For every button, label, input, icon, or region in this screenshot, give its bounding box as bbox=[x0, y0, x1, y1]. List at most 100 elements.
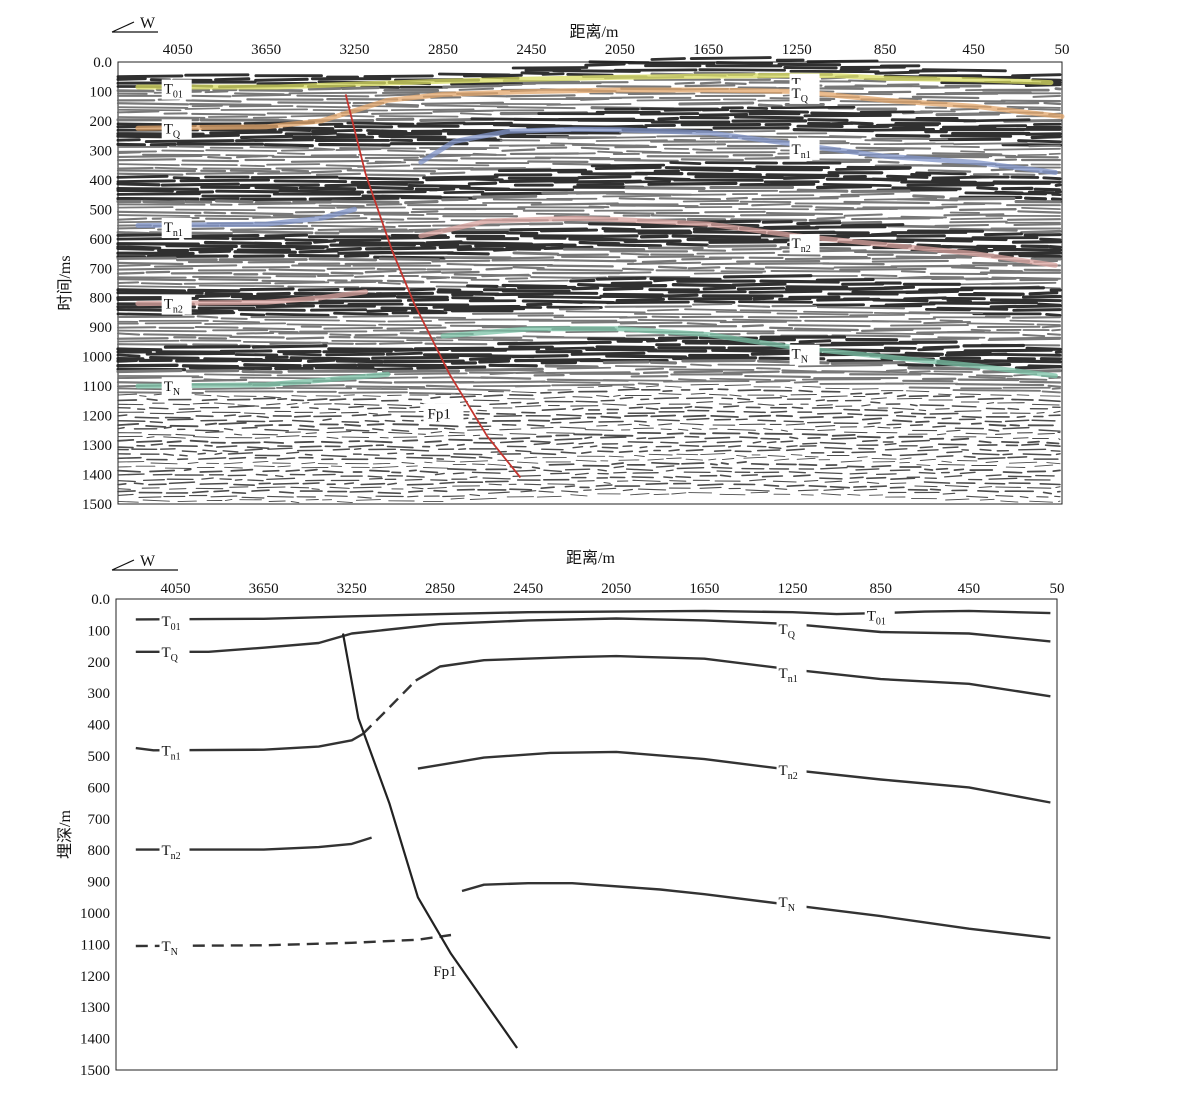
horizon-TQ bbox=[135, 617, 1051, 653]
y-tick-label: 1200 bbox=[80, 969, 110, 985]
y-tick-label: 100 bbox=[90, 84, 113, 100]
horizon-label-TN: TN bbox=[162, 939, 178, 958]
horizon-label-bg bbox=[776, 893, 807, 914]
horizon-Tn1 bbox=[415, 654, 1051, 698]
plot-frame bbox=[115, 598, 1058, 1071]
y-tick-label: 900 bbox=[88, 875, 111, 891]
y-tick-label: 1500 bbox=[80, 1063, 110, 1079]
horizon-label-bg bbox=[864, 606, 895, 627]
horizon-label-bg bbox=[789, 139, 820, 160]
fault-label-bg bbox=[423, 403, 464, 424]
y-tick-label: 900 bbox=[90, 320, 113, 336]
horizon-label-bg bbox=[159, 841, 190, 862]
y-tick-label: 1400 bbox=[80, 1032, 110, 1048]
horizon-label-TN: TN bbox=[792, 347, 808, 366]
horizon-label-Tn1: Tn1 bbox=[779, 666, 798, 685]
y-tick-label: 1400 bbox=[82, 468, 112, 484]
y-tick-label: 200 bbox=[88, 655, 111, 671]
x-tick-label: 3250 bbox=[337, 581, 367, 597]
y-tick-label: 1300 bbox=[80, 1000, 110, 1016]
seismic-section-panel: W 距离/m 4050 3650 3250 2850 2450 2050 1650 1250 850… bbox=[56, 15, 1070, 513]
x-tick-label: 1650 bbox=[689, 581, 719, 597]
x-tick-label: 1650 bbox=[693, 42, 723, 58]
horizon-label-T01: T01 bbox=[164, 82, 183, 101]
y-tick-label: 700 bbox=[90, 261, 113, 277]
y-tick-label: 1500 bbox=[82, 497, 112, 513]
x-tick-label: 50 bbox=[1055, 42, 1070, 58]
horizon-Tn1 bbox=[135, 206, 358, 228]
y-tick-label: 1300 bbox=[82, 438, 112, 454]
y-tick-label: 500 bbox=[88, 749, 111, 765]
y-tick-label: 500 bbox=[90, 202, 113, 218]
x-tick-label: 2050 bbox=[605, 42, 635, 58]
horizon-TQ bbox=[135, 87, 1065, 131]
x-tick-label: 850 bbox=[874, 42, 897, 58]
horizon-label-bg bbox=[776, 619, 807, 640]
y-tick-label: 800 bbox=[88, 843, 111, 859]
horizon-TN bbox=[461, 882, 1051, 940]
fault-label: Fp1 bbox=[433, 964, 456, 980]
x-tick-label: 1250 bbox=[782, 42, 812, 58]
y-tick-label: 1000 bbox=[82, 350, 112, 366]
x-tick-label: 50 bbox=[1050, 581, 1065, 597]
horizon-label-TQ: TQ bbox=[162, 645, 179, 664]
y-tick-label: 0.0 bbox=[93, 55, 112, 71]
x-tick-label: 450 bbox=[962, 42, 985, 58]
horizon-Tn1 bbox=[418, 126, 1058, 175]
horizon-label-bg bbox=[159, 611, 190, 632]
y-tick-label: 300 bbox=[88, 686, 111, 702]
y-tick-label: 200 bbox=[90, 114, 113, 130]
horizon-label-bg bbox=[789, 83, 820, 104]
horizon-label-bg bbox=[161, 294, 192, 315]
seismic-texture bbox=[116, 56, 1062, 504]
horizon-T01 bbox=[135, 72, 1054, 90]
horizon-label-Tn2: Tn2 bbox=[164, 297, 183, 316]
y-tick-label: 400 bbox=[88, 718, 111, 734]
y-axis-label: 埋深/m bbox=[56, 810, 74, 859]
horizon-label-TN: TN bbox=[164, 379, 180, 398]
horizon-label-Tn1: Tn1 bbox=[162, 743, 181, 762]
direction-label: W bbox=[140, 553, 156, 570]
x-tick-label: 2450 bbox=[513, 581, 543, 597]
x-tick-label: 450 bbox=[958, 581, 981, 597]
x-tick-label: 2050 bbox=[601, 581, 631, 597]
horizon-label-TQ: TQ bbox=[779, 622, 796, 641]
x-axis-label: 距离/m bbox=[566, 549, 615, 567]
x-tick-label: 1250 bbox=[778, 581, 808, 597]
x-tick-label: 2850 bbox=[425, 581, 455, 597]
horizon-Tn1 bbox=[135, 732, 364, 752]
y-tick-label: 400 bbox=[90, 173, 113, 189]
horizon-TN bbox=[135, 371, 391, 389]
y-tick-label: 600 bbox=[88, 780, 111, 796]
y-tick-label: 600 bbox=[90, 232, 113, 248]
horizon-label-bg bbox=[789, 344, 820, 365]
horizon-Tn2 bbox=[135, 289, 369, 307]
y-axis-label: 时间/ms bbox=[56, 255, 74, 310]
x-tick-label: 3250 bbox=[340, 42, 370, 58]
horizon-label-Tn1: Tn1 bbox=[164, 220, 183, 239]
geologic-section-panel: W 距离/m 4050 3650 3250 2850 2450 2050 1650 1250 850… bbox=[56, 549, 1065, 1079]
x-tick-label: 4050 bbox=[161, 581, 191, 597]
horizon-label-bg bbox=[776, 663, 807, 684]
y-tick-label: 1100 bbox=[81, 937, 110, 953]
direction-label: W bbox=[140, 15, 156, 32]
horizon-label-Tn2: Tn2 bbox=[779, 763, 798, 782]
horizon-label-TQ: TQ bbox=[792, 86, 809, 105]
x-axis-label: 距离/m bbox=[570, 23, 619, 41]
horizon-label-bg bbox=[776, 761, 807, 782]
direction-arrow bbox=[111, 559, 178, 571]
horizon-label-T01: T01 bbox=[162, 614, 181, 633]
x-tick-label: 2450 bbox=[516, 42, 546, 58]
x-tick-label: 2850 bbox=[428, 42, 458, 58]
x-tick-label: 3650 bbox=[251, 42, 281, 58]
horizon-label-Tn2: Tn2 bbox=[162, 843, 181, 862]
horizon-label-bg bbox=[161, 377, 192, 398]
horizon-label-Tn1: Tn1 bbox=[792, 142, 811, 161]
horizon-label-bg bbox=[159, 936, 190, 957]
horizon-label-bg bbox=[159, 741, 190, 762]
horizon-Tn2 bbox=[417, 750, 1051, 804]
y-tick-label: 800 bbox=[90, 291, 113, 307]
fault-Fp1 bbox=[341, 633, 518, 1049]
horizon-label-T01: T01 bbox=[867, 608, 886, 627]
